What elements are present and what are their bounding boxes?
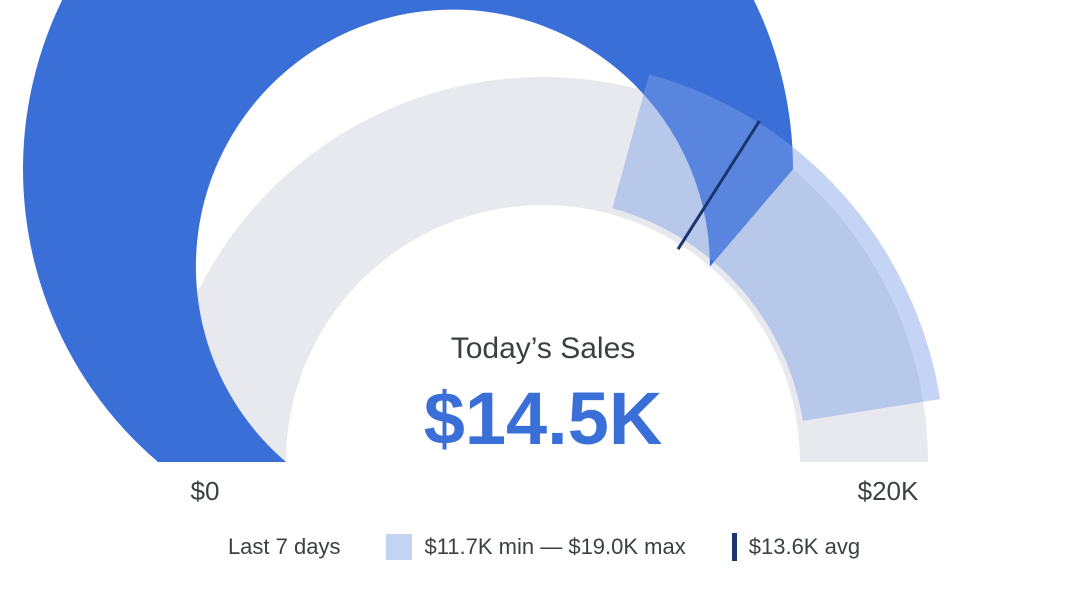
axis-max-label: $20K [858, 476, 919, 506]
gauge-value: $14.5K [424, 377, 663, 460]
last7days-range-band-arc [612, 74, 941, 421]
legend-avg-label: $13.6K avg [748, 534, 861, 559]
legend-range-item: $11.7K min — $19.0K max [386, 534, 686, 560]
legend-period-label: Last 7 days [227, 534, 341, 559]
range-band-swatch [386, 534, 413, 560]
legend: Last 7 days $11.7K min — $19.0K max $13.… [0, 533, 1088, 561]
average-tick-swatch [731, 533, 737, 561]
gauge-title: Today’s Sales [451, 332, 636, 365]
average-tick-line [676, 120, 761, 251]
legend-range-label: $11.7K min — $19.0K max [424, 534, 686, 559]
axis-min-label: $0 [191, 476, 220, 506]
gauge-value-arc [23, 0, 793, 462]
legend-avg-item: $13.6K avg [731, 533, 861, 561]
